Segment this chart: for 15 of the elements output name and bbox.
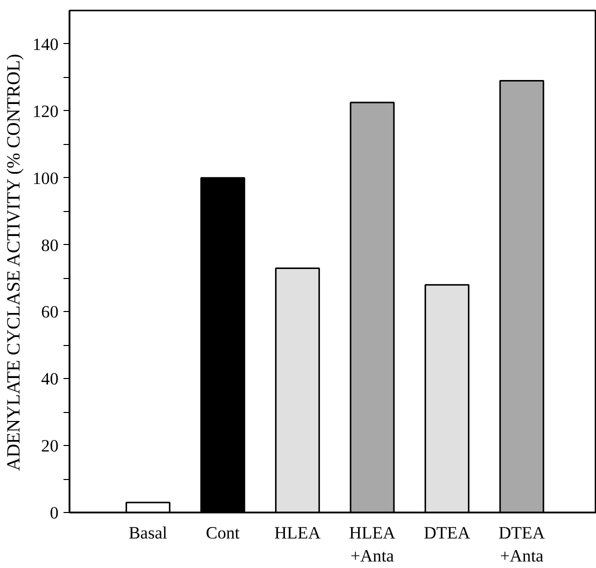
y-tick-label: 40 (41, 370, 58, 389)
x-tick-label: HLEA (274, 524, 322, 542)
y-tick-label: 0 (50, 504, 59, 522)
x-tick-label: DTEA (424, 524, 471, 542)
y-tick-label: 80 (41, 236, 58, 255)
x-tick-label: Basal (128, 524, 168, 542)
x-tick-label: Cont (206, 524, 240, 542)
x-tick-label: HLEA +Anta (349, 524, 396, 566)
y-tick-label: 100 (32, 168, 59, 188)
y-tick-label: 60 (41, 302, 58, 322)
x-tick-label: DTEA +Anta (498, 524, 546, 566)
y-tick-label: 140 (32, 34, 59, 54)
y-axis-title: ADENYLATE CYCLASE ACTIVITY (% CONTROL) (4, 54, 25, 471)
y-tick-label: 20 (41, 436, 58, 456)
y-tick-label: 120 (32, 102, 59, 121)
